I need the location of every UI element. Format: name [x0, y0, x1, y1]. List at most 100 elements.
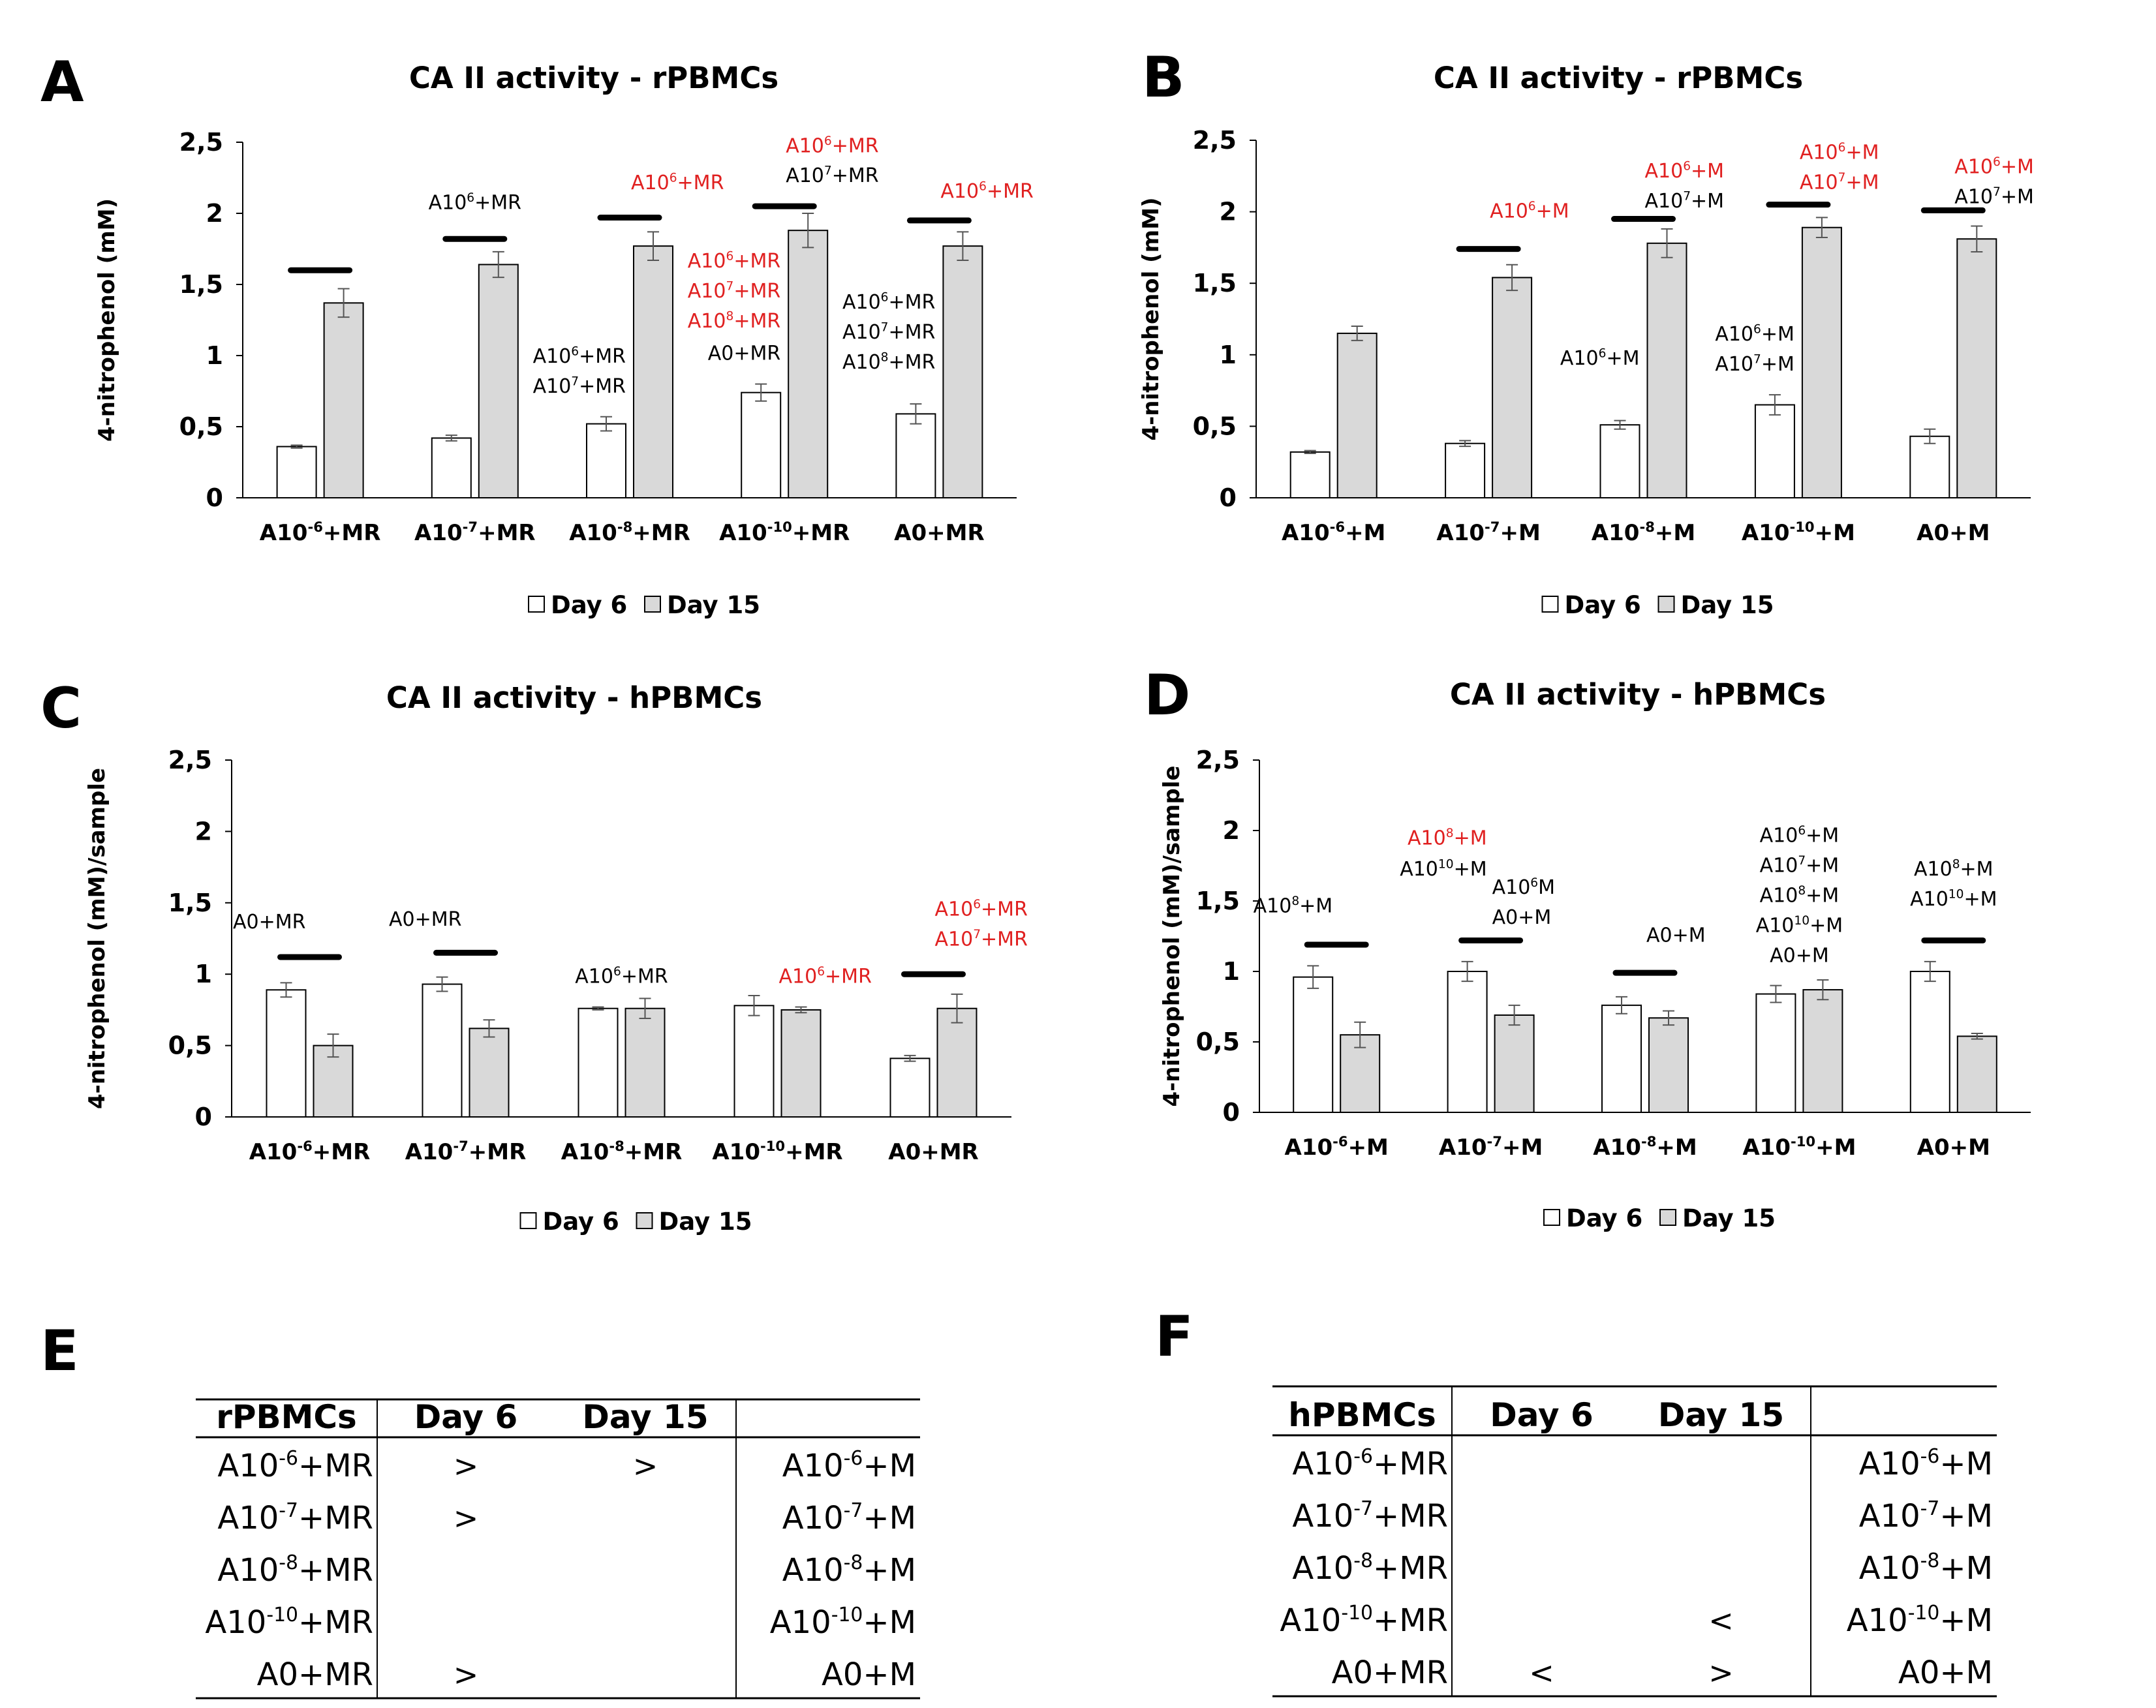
table-row-compare-label: A10-8+M: [782, 1551, 916, 1589]
bar-day15: [1801, 226, 1842, 498]
bar-day15: [1956, 1035, 1997, 1113]
significance-annotation-base: A0+MR: [233, 911, 305, 934]
significance-annotation: A106+M: [1800, 141, 1879, 164]
bar-day6: [733, 1005, 775, 1118]
table-comparison-day6: <: [1529, 1655, 1554, 1690]
bar-day6: [422, 983, 463, 1118]
significance-annotation-base: A10: [1954, 185, 1993, 208]
significance-annotation-exp: 6: [1530, 876, 1538, 890]
table-row-label: A10-6+MR: [1292, 1445, 1448, 1482]
significance-annotation-exp: 8: [881, 351, 889, 365]
significance-annotation: A106+MR: [786, 134, 878, 157]
bar-day6: [1909, 971, 1950, 1113]
significance-annotation-suffix: +M: [1806, 824, 1839, 847]
significance-annotation-base: A10: [1715, 353, 1753, 376]
significance-annotation-base: A10: [1800, 141, 1838, 164]
table-row-label-base: A10: [1280, 1602, 1341, 1639]
x-tick-label-exp: -8: [1641, 1133, 1656, 1150]
table-row-compare-label-exp: -8: [844, 1551, 863, 1574]
legend-label-day6: Day 6: [543, 1208, 619, 1236]
significance-annotation-suffix: +M: [1761, 353, 1794, 376]
x-tick-label: A10-8+M: [1593, 1133, 1697, 1161]
x-tick-label-exp: -6: [307, 519, 322, 535]
table-row-compare-label-suffix: +M: [863, 1604, 916, 1641]
significance-annotation-suffix: +M: [1761, 323, 1794, 346]
x-tick-label: A10-7+M: [1439, 1133, 1543, 1161]
significance-annotation-exp: 7: [1993, 185, 2001, 199]
bar-day15: [1802, 989, 1843, 1113]
significance-annotation-base: A10: [1954, 155, 1993, 178]
table-comparison-day15: >: [633, 1448, 658, 1484]
bar-day6: [1445, 442, 1486, 498]
significance-annotation: A0+MR: [233, 911, 305, 934]
legend-label-day15: Day 15: [659, 1208, 752, 1236]
x-tick-label-exp: -10: [767, 519, 792, 535]
table-row-compare-label: A10-10+M: [1847, 1602, 1993, 1639]
legend: Day 6 Day 15: [1541, 591, 1774, 619]
x-tick-label-suffix: +MR: [323, 520, 381, 546]
significance-annotation-exp: 8: [1446, 827, 1454, 840]
y-tick-label: 1: [195, 960, 212, 988]
legend-swatch-day6: [528, 596, 545, 613]
table-row-label-suffix: +MR: [1373, 1550, 1448, 1587]
significance-annotation-base: A10: [935, 898, 974, 921]
significance-annotation-exp: 6: [1798, 824, 1806, 838]
table-row-compare-label-base: A10: [1859, 1446, 1920, 1482]
table-row-compare-label-suffix: +M: [863, 1500, 916, 1536]
table-row-label-exp: -8: [279, 1551, 298, 1574]
table-comparison-day6: >: [454, 1657, 479, 1692]
table-row-label-exp: -6: [1353, 1445, 1373, 1468]
bar-day6: [1293, 976, 1334, 1114]
table-row-label-suffix: +MR: [298, 1448, 373, 1484]
chart-title: CA II activity - hPBMCs: [1450, 677, 1826, 712]
bar-day6: [1754, 404, 1795, 499]
significance-annotation-base: A10: [631, 172, 670, 194]
x-tick-label: A10-6+M: [1282, 519, 1385, 546]
significance-annotation-exp: 7: [1798, 854, 1806, 868]
x-tick-label-suffix: +M: [1348, 1135, 1389, 1161]
significance-annotation-suffix: +MR: [987, 180, 1034, 203]
x-tick-label: A10-7+MR: [405, 1138, 527, 1165]
table-comparison-day6: >: [454, 1448, 479, 1484]
x-tick-label-base: A10: [1742, 1135, 1791, 1161]
significance-annotation: A106+MR: [935, 898, 1028, 921]
legend: Day 6 Day 15: [528, 591, 760, 619]
bar-day15: [1494, 1014, 1535, 1113]
significance-annotation-base: A0+M: [1770, 944, 1829, 967]
table-row-compare-label-suffix: +M: [1939, 1498, 1993, 1534]
table-row-compare-label-base: A10: [782, 1448, 844, 1484]
significance-annotation: A0+M: [1646, 924, 1706, 947]
x-tick-label-base: A10: [719, 520, 767, 546]
significance-annotation-base: A10: [1645, 160, 1684, 183]
significance-annotation-exp: 6: [467, 191, 474, 205]
bar-day6: [431, 437, 472, 498]
significance-annotation-suffix: +MR: [889, 291, 936, 314]
significance-annotation: A1010+M: [1910, 888, 1997, 911]
x-tick-label-exp: -6: [1330, 519, 1345, 535]
significance-annotation-base: A10: [786, 134, 824, 157]
significance-annotation: A0+M: [1492, 906, 1552, 929]
x-tick-label-base: A0+MR: [894, 520, 984, 546]
table-row-label-suffix: +MR: [298, 1500, 373, 1536]
x-tick-label-exp: -6: [297, 1138, 312, 1154]
chart-b: B CA II activity - rPBMCs 0 0,5 1 1,5 2 2,5 4-ni…: [1138, 45, 2034, 619]
significance-annotation-exp: 7: [824, 164, 832, 178]
bar-day15: [1956, 238, 1997, 498]
legend-label-day15: Day 15: [1682, 1204, 1776, 1232]
x-tick-label-suffix: +MR: [785, 1139, 843, 1165]
table-row-compare-label-suffix: +M: [863, 1448, 916, 1484]
x-tick-label-exp: -8: [1639, 519, 1654, 535]
panel-letter-d: D: [1144, 663, 1190, 728]
table-header-cell: Day 15: [582, 1398, 708, 1436]
x-tick-label-suffix: +M: [1656, 1135, 1697, 1161]
table-row-compare-label-exp: -10: [831, 1604, 863, 1626]
panel-letter-a: A: [40, 50, 84, 115]
significance-annotation-base: A10: [1645, 190, 1684, 213]
table-row-label: A10-6+MR: [217, 1447, 373, 1484]
chart-c: C CA II activity - hPBMCs 0 0,5 1 1,5 2 2,5 4-ni…: [40, 676, 1028, 1236]
significance-annotation-suffix: +MR: [733, 250, 780, 273]
legend-swatch-day15: [1659, 1209, 1676, 1226]
table-row-compare-label: A10-10+M: [770, 1604, 916, 1641]
x-tick-label: A10-10+M: [1742, 519, 1855, 546]
significance-annotation-base: A10: [1492, 876, 1531, 899]
